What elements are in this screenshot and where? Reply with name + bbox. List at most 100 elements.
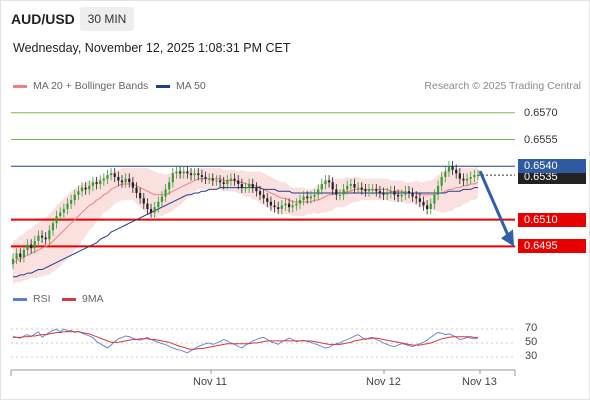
candle-body	[327, 180, 331, 183]
candle-body	[15, 253, 18, 259]
timeframe-button[interactable]: 30 MIN	[80, 7, 134, 31]
bollinger-band-area	[13, 166, 478, 284]
candle-body	[324, 180, 327, 185]
candle-body	[193, 173, 196, 176]
candle-body	[55, 216, 58, 224]
candle-body	[22, 249, 25, 258]
candle-body	[146, 203, 149, 209]
rsi-tick-70: 70	[525, 322, 538, 334]
candle-body	[139, 192, 142, 199]
candle-body	[124, 178, 127, 183]
candle-body	[128, 178, 131, 183]
candle-body	[335, 189, 338, 195]
candle-body	[317, 189, 320, 195]
rsi-ma-line	[13, 331, 478, 350]
candle-body	[237, 180, 240, 185]
candle-body	[313, 194, 316, 197]
candle-body	[120, 180, 124, 183]
candle-body	[440, 176, 443, 186]
candle-body	[222, 182, 225, 185]
candle-body	[320, 184, 323, 190]
candle-body	[211, 178, 214, 181]
candle-body	[30, 244, 33, 249]
candle-body	[451, 166, 454, 170]
candle-body	[48, 230, 51, 240]
candle-body	[364, 189, 367, 192]
candle-body	[168, 182, 171, 190]
candle-body	[99, 180, 102, 185]
candle-body	[135, 187, 138, 193]
rsi-label: RSI	[33, 293, 51, 305]
candle-body	[444, 171, 447, 177]
candle-body	[182, 171, 185, 174]
candle-body	[429, 203, 432, 209]
candle-body	[84, 187, 87, 190]
candle-body	[113, 173, 116, 177]
legend-ma50: MA 50	[156, 80, 206, 92]
candle-body	[37, 235, 40, 242]
candle-body	[77, 191, 80, 195]
candle-body	[273, 205, 276, 208]
candle-body	[59, 212, 62, 217]
candle-body	[342, 189, 345, 195]
rsi-line	[12, 328, 479, 354]
candle-body	[179, 171, 182, 174]
candle-body	[418, 198, 421, 202]
candle-body	[80, 187, 84, 192]
candle-body	[266, 198, 269, 202]
x-tick-label: Nov 12	[366, 376, 401, 388]
rsi-ma-label: 9MA	[82, 293, 104, 305]
candle-body	[215, 180, 218, 182]
ma50-swatch	[156, 84, 170, 88]
candle-body	[186, 171, 189, 174]
candle-body	[251, 184, 254, 188]
price-label-0.6540: 0.6540	[518, 159, 586, 174]
candle-body	[357, 187, 360, 189]
candle-body	[367, 189, 371, 192]
rsi-tick-30: 30	[525, 350, 538, 362]
candle-body	[248, 184, 251, 188]
candle-body	[447, 166, 451, 172]
candle-body	[153, 207, 156, 213]
candle-body	[11, 258, 15, 265]
candle-body	[433, 194, 436, 204]
candle-body	[389, 191, 392, 193]
candle-body	[131, 182, 134, 188]
candle-body	[26, 244, 29, 250]
x-tick-label: Nov 13	[462, 376, 497, 388]
candle-body	[436, 185, 440, 195]
price-label-0.6495: 0.6495	[518, 239, 586, 254]
candle-body	[240, 184, 243, 188]
symbol-title: AUD/USD	[11, 11, 75, 27]
candle-body	[149, 208, 153, 213]
candle-body	[295, 203, 298, 206]
candle-body	[476, 175, 480, 177]
candle-body	[218, 180, 222, 183]
candle-body	[40, 235, 44, 238]
candle-body	[19, 253, 22, 258]
rsi-tick-50: 50	[525, 336, 538, 348]
candle-body	[33, 241, 36, 249]
candle-body	[346, 185, 349, 190]
candle-body	[306, 196, 309, 199]
candle-body	[473, 175, 476, 177]
candle-body	[255, 187, 258, 192]
candle-body	[244, 187, 247, 189]
candle-body	[164, 189, 167, 197]
candle-body	[102, 178, 105, 181]
candle-body	[62, 208, 65, 213]
candle-body	[66, 203, 69, 209]
candle-body	[171, 173, 174, 183]
candle-body	[302, 196, 305, 201]
candle-body	[208, 178, 211, 180]
candle-body	[400, 194, 403, 197]
candle-body	[117, 176, 120, 181]
candle-body	[109, 173, 113, 176]
candle-body	[309, 196, 312, 199]
candle-body	[258, 191, 262, 195]
candle-body	[298, 200, 302, 204]
ma50-label: MA 50	[176, 80, 206, 92]
forecast-arrow-head	[501, 229, 514, 247]
candle-body	[455, 169, 458, 174]
rsi-swatch	[13, 297, 27, 301]
